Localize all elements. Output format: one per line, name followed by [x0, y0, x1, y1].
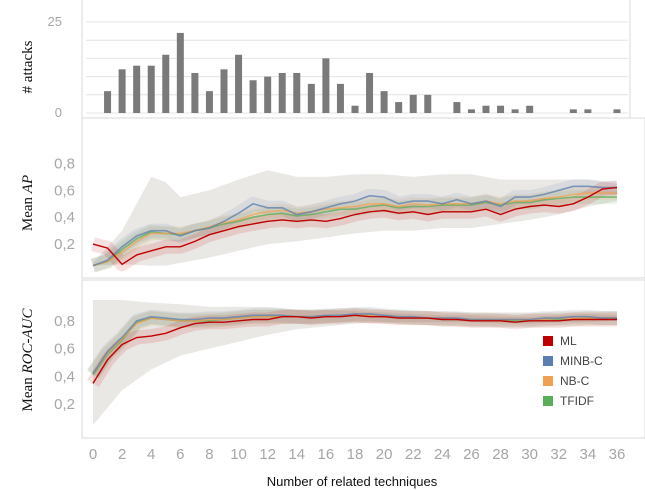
y-axis-label-roc-auc: Mean ROC-AUC — [20, 308, 36, 412]
ap-line-nb-c — [92, 192, 617, 267]
x-tick-label: 14 — [288, 446, 305, 463]
y-tick-label: 0,2 — [54, 396, 75, 413]
x-tick-label: 24 — [434, 446, 451, 463]
bar — [366, 72, 374, 113]
bar — [584, 109, 592, 113]
bar — [409, 94, 417, 113]
legend: ML MINB-C NB-C TFIDF — [543, 334, 603, 408]
x-tick-label: 16 — [318, 446, 335, 463]
legend-label-tfidf: TFIDF — [560, 394, 594, 408]
bar-series — [104, 32, 621, 113]
y-axis-label-ap: Mean AP — [20, 175, 36, 231]
x-tick-label: 4 — [147, 446, 155, 463]
legend-swatch-tfidf — [543, 396, 553, 406]
bar — [162, 54, 170, 113]
bar-chart-grid — [86, 21, 628, 114]
bar — [133, 65, 141, 113]
bar — [336, 83, 344, 113]
ap-line-ml — [92, 186, 618, 266]
y-tick-label: 0,8 — [54, 155, 75, 172]
bar — [511, 109, 519, 113]
x-tick-label: 28 — [492, 446, 509, 463]
roc-variance-band — [93, 300, 617, 426]
bar — [235, 54, 243, 113]
bar — [205, 91, 213, 113]
y-tick-label: 0,4 — [54, 368, 75, 385]
x-tick-label: 22 — [405, 446, 422, 463]
legend-swatch-minb-c — [543, 356, 553, 366]
bar — [569, 109, 577, 113]
bar — [147, 65, 155, 113]
bar — [453, 102, 461, 113]
x-tick-label: 10 — [230, 446, 247, 463]
y-tick-label: 0 — [55, 105, 62, 120]
y-axis-label-attacks: # attacks — [20, 40, 36, 93]
bar — [104, 91, 112, 113]
ap-variance-band — [93, 170, 617, 266]
bar — [278, 72, 286, 113]
ap-line-tfidf — [92, 196, 617, 267]
line-series — [92, 185, 618, 384]
bar — [176, 32, 184, 113]
ap-line-minb-c — [92, 185, 617, 267]
x-tick-label: 26 — [463, 446, 480, 463]
x-tick-label: 8 — [205, 446, 213, 463]
y-tick-label: 0,6 — [54, 341, 75, 358]
bar — [482, 105, 490, 113]
y-tick-label: 0,4 — [54, 209, 75, 226]
y-tick-label: 0,2 — [54, 236, 75, 253]
x-tick-label: 6 — [176, 446, 184, 463]
x-tick-label: 20 — [376, 446, 393, 463]
legend-label-nb-c: NB-C — [560, 374, 590, 388]
x-axis-label: Number of related techniques — [267, 474, 438, 489]
bar — [264, 76, 272, 113]
x-tick-label: 2 — [118, 446, 126, 463]
bar — [351, 105, 359, 113]
x-tick-label: 32 — [550, 446, 567, 463]
legend-label-minb-c: MINB-C — [560, 354, 603, 368]
bar — [395, 102, 403, 113]
bar — [191, 72, 199, 113]
x-tick-label: 0 — [89, 446, 97, 463]
bar — [322, 58, 330, 113]
legend-swatch-nb-c — [543, 376, 553, 386]
bar — [249, 80, 257, 113]
bar — [293, 72, 301, 113]
roc-line-ml — [92, 314, 617, 384]
bar — [220, 69, 228, 113]
x-tick-label: 30 — [521, 446, 538, 463]
bar — [307, 83, 315, 113]
y-tick-label: 25 — [48, 14, 62, 29]
x-tick-label: 36 — [609, 446, 626, 463]
bar — [467, 109, 475, 113]
legend-label-ml: ML — [560, 334, 577, 348]
bar — [118, 69, 126, 113]
roc-line-minb-c — [92, 313, 617, 375]
x-tick-label: 12 — [259, 446, 276, 463]
y-tick-label: 0,6 — [54, 182, 75, 199]
bar — [497, 105, 505, 113]
y-tick-label: 0,8 — [54, 313, 75, 330]
x-tick-label: 34 — [580, 446, 597, 463]
bar — [526, 105, 534, 113]
bar — [424, 94, 432, 113]
x-tick-label: 18 — [347, 446, 364, 463]
legend-swatch-ml — [543, 336, 553, 346]
bar — [613, 109, 621, 113]
bar — [380, 91, 388, 113]
